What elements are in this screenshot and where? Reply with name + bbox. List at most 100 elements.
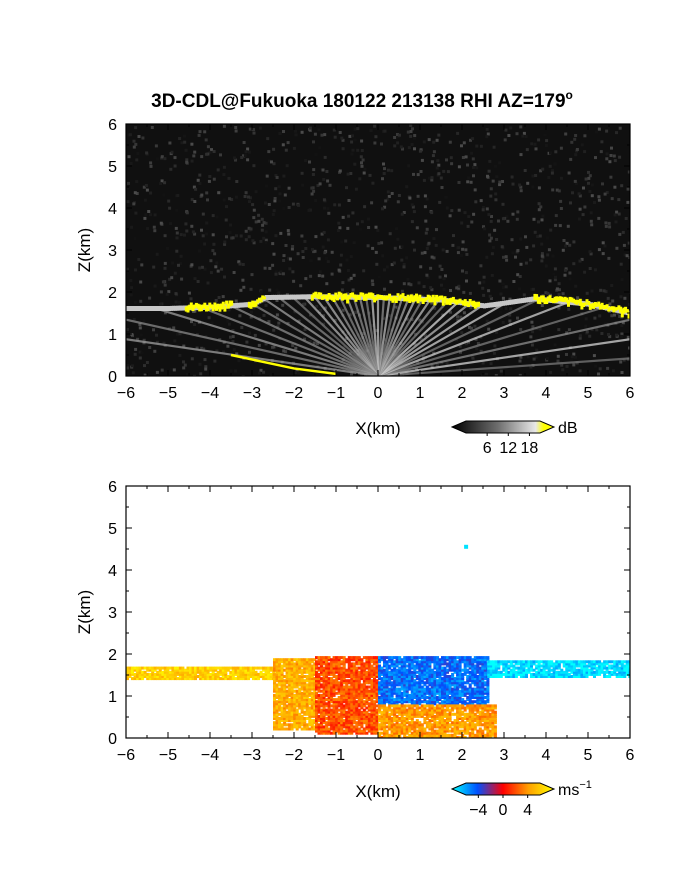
- noise-speckle: [465, 279, 468, 283]
- velocity-pixel: [468, 689, 472, 693]
- noise-speckle: [531, 287, 535, 291]
- velocity-pixel: [320, 664, 323, 668]
- velocity-pixel: [453, 683, 457, 687]
- velocity-pixel: [385, 677, 389, 681]
- noise-speckle: [487, 213, 491, 217]
- noise-speckle: [491, 179, 495, 183]
- noise-speckle: [252, 241, 256, 245]
- velocity-pixel: [310, 696, 314, 699]
- velocity-pixel: [405, 717, 409, 720]
- noise-speckle: [169, 222, 173, 226]
- velocity-pixel: [325, 708, 329, 712]
- velocity-pixel: [275, 675, 279, 678]
- velocity-pixel: [360, 691, 364, 695]
- velocity-pixel: [257, 677, 260, 681]
- velocity-pixel: [325, 729, 329, 733]
- velocity-pixel: [290, 685, 294, 689]
- velocity-pixel: [456, 666, 460, 670]
- velocity-pixel: [413, 691, 417, 695]
- velocity-pixel: [262, 668, 266, 672]
- velocity-pixel: [206, 666, 210, 670]
- noise-speckle: [562, 239, 566, 242]
- noise-speckle: [198, 362, 202, 366]
- velocity-pixel: [315, 725, 318, 729]
- velocity-pixel: [367, 717, 371, 720]
- velocity-pixel: [317, 681, 321, 685]
- strong-echo: [588, 303, 592, 310]
- velocity-pixel: [448, 717, 452, 720]
- velocity-pixel: [446, 719, 449, 723]
- velocity-pixel: [355, 727, 359, 731]
- noise-speckle: [529, 365, 533, 369]
- velocity-pixel: [438, 706, 442, 710]
- velocity-pixel: [453, 700, 457, 704]
- velocity-pixel: [378, 708, 381, 712]
- noise-speckle: [184, 222, 188, 226]
- velocity-pixel: [298, 687, 302, 691]
- velocity-pixel: [204, 675, 208, 678]
- velocity-pixel: [355, 723, 359, 727]
- velocity-pixel: [370, 696, 374, 699]
- noise-speckle: [620, 324, 624, 328]
- velocity-pixel: [355, 677, 359, 681]
- velocity-pixel: [390, 691, 394, 695]
- velocity-pixel: [418, 693, 422, 697]
- velocity-pixel: [423, 675, 427, 678]
- noise-speckle: [174, 226, 178, 230]
- velocity-pixel: [385, 664, 389, 668]
- velocity-pixel: [141, 670, 145, 674]
- noise-speckle: [341, 215, 345, 219]
- noise-speckle: [460, 331, 464, 335]
- noise-speckle: [138, 322, 142, 326]
- velocity-pixel: [473, 658, 477, 662]
- noise-speckle: [336, 229, 340, 232]
- velocity-pixel: [378, 700, 381, 704]
- velocity-pixel: [418, 729, 422, 733]
- velocity-pixel: [332, 662, 336, 666]
- velocity-pixel: [398, 700, 402, 704]
- velocity-pixel: [385, 721, 389, 725]
- velocity-pixel: [441, 721, 444, 725]
- velocity-pixel: [278, 681, 281, 685]
- noise-speckle: [152, 265, 156, 269]
- velocity-pixel: [395, 710, 399, 714]
- noise-speckle: [573, 137, 577, 141]
- boundary-layer-echo: [361, 294, 365, 300]
- velocity-pixel: [433, 662, 437, 666]
- velocity-pixel: [300, 693, 304, 697]
- velocity-pixel: [441, 725, 444, 729]
- velocity-pixel: [383, 660, 386, 664]
- velocity-pixel: [325, 683, 329, 687]
- velocity-pixel: [315, 723, 318, 727]
- velocity-pixel: [138, 677, 142, 681]
- velocity-pixel: [428, 725, 432, 729]
- velocity-pixel: [393, 723, 397, 727]
- noise-speckle: [264, 230, 268, 234]
- velocity-pixel: [300, 664, 304, 668]
- noise-speckle: [588, 250, 592, 254]
- velocity-pixel: [420, 725, 424, 729]
- velocity-pixel: [436, 658, 439, 662]
- velocity-pixel: [360, 721, 364, 725]
- velocity-pixel: [373, 717, 376, 720]
- velocity-pixel: [393, 685, 397, 689]
- noise-speckle: [127, 181, 130, 185]
- velocity-pixel: [352, 729, 356, 733]
- velocity-pixel: [458, 691, 462, 695]
- velocity-pixel: [340, 677, 344, 681]
- noise-speckle: [149, 161, 153, 165]
- velocity-pixel: [398, 719, 402, 723]
- velocity-pixel: [468, 700, 472, 704]
- velocity-pixel: [433, 672, 437, 676]
- noise-speckle: [142, 338, 146, 342]
- noise-speckle: [263, 266, 267, 270]
- velocity-pixel: [320, 662, 323, 666]
- noise-speckle: [504, 128, 508, 132]
- velocity-pixel: [317, 702, 321, 706]
- noise-speckle: [227, 322, 231, 326]
- noise-speckle: [257, 343, 261, 347]
- noise-speckle: [143, 373, 147, 376]
- strong-echo: [364, 293, 368, 301]
- velocity-pixel: [423, 666, 427, 670]
- strong-echo: [386, 295, 390, 300]
